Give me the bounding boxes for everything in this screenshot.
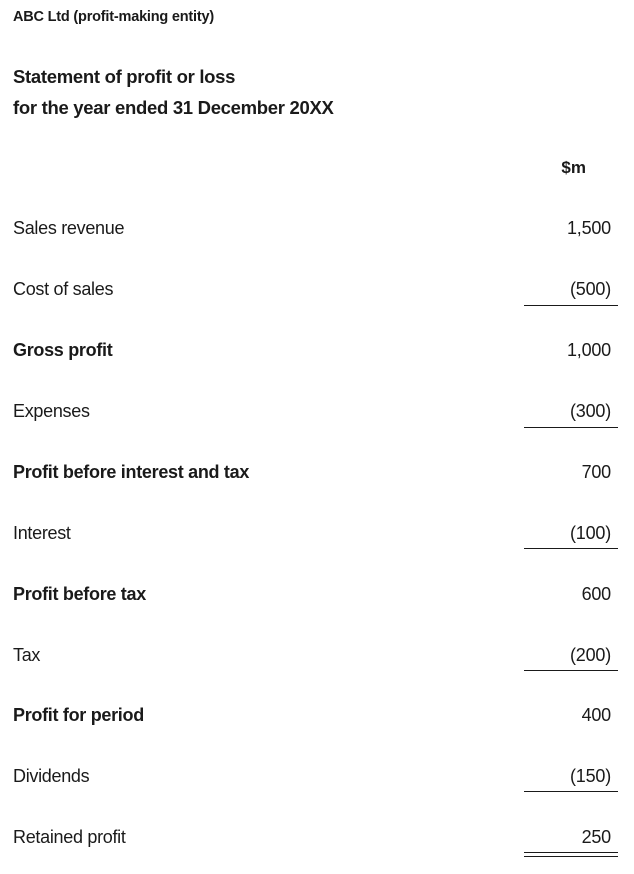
- row-amount: (300): [569, 401, 611, 421]
- row-label: Profit before tax: [13, 584, 146, 604]
- statement-period: for the year ended 31 December 20XX: [13, 97, 334, 118]
- row-label: Dividends: [13, 766, 90, 786]
- row-label: Interest: [13, 523, 71, 543]
- row-label: Profit for period: [13, 705, 144, 725]
- row-amount: 600: [581, 584, 612, 604]
- row-amount: 250: [581, 827, 612, 847]
- row-amount: (100): [569, 523, 611, 543]
- row-sales-revenue: Sales revenue 1,500: [0, 218, 634, 248]
- entity-name: ABC Ltd (profit-making entity): [13, 9, 215, 25]
- row-profit-before-tax: Profit before tax 600: [0, 584, 634, 614]
- row-interest: Interest (100): [0, 523, 634, 553]
- row-amount: 400: [581, 705, 612, 725]
- statement-title: Statement of profit or loss: [13, 66, 236, 87]
- row-label: Cost of sales: [13, 279, 114, 299]
- row-amount: 700: [581, 462, 612, 482]
- total-double-rule: [524, 852, 618, 857]
- row-label: Sales revenue: [13, 218, 125, 238]
- row-retained-profit: Retained profit 250: [0, 827, 634, 857]
- subtotal-rule: [524, 427, 618, 428]
- row-dividends: Dividends (150): [0, 766, 634, 796]
- row-amount: (200): [569, 645, 611, 665]
- row-amount: (500): [569, 279, 611, 299]
- row-label: Gross profit: [13, 340, 113, 360]
- row-label: Retained profit: [13, 827, 126, 847]
- row-label: Expenses: [13, 401, 90, 421]
- row-gross-profit: Gross profit 1,000: [0, 340, 634, 370]
- row-expenses: Expenses (300): [0, 401, 634, 431]
- row-amount: (150): [569, 766, 611, 786]
- row-profit-before-interest-and-tax: Profit before interest and tax 700: [0, 462, 634, 492]
- row-label: Profit before interest and tax: [13, 462, 250, 482]
- row-label: Tax: [13, 645, 41, 665]
- row-amount: 1,000: [566, 340, 611, 360]
- row-amount: 1,500: [566, 218, 611, 238]
- row-profit-for-period: Profit for period 400: [0, 705, 634, 735]
- subtotal-rule: [524, 670, 618, 671]
- subtotal-rule: [524, 791, 618, 792]
- subtotal-rule: [524, 548, 618, 549]
- row-cost-of-sales: Cost of sales (500): [0, 279, 634, 309]
- row-tax: Tax (200): [0, 645, 634, 675]
- subtotal-rule: [524, 305, 618, 306]
- currency-header: $m: [561, 158, 586, 177]
